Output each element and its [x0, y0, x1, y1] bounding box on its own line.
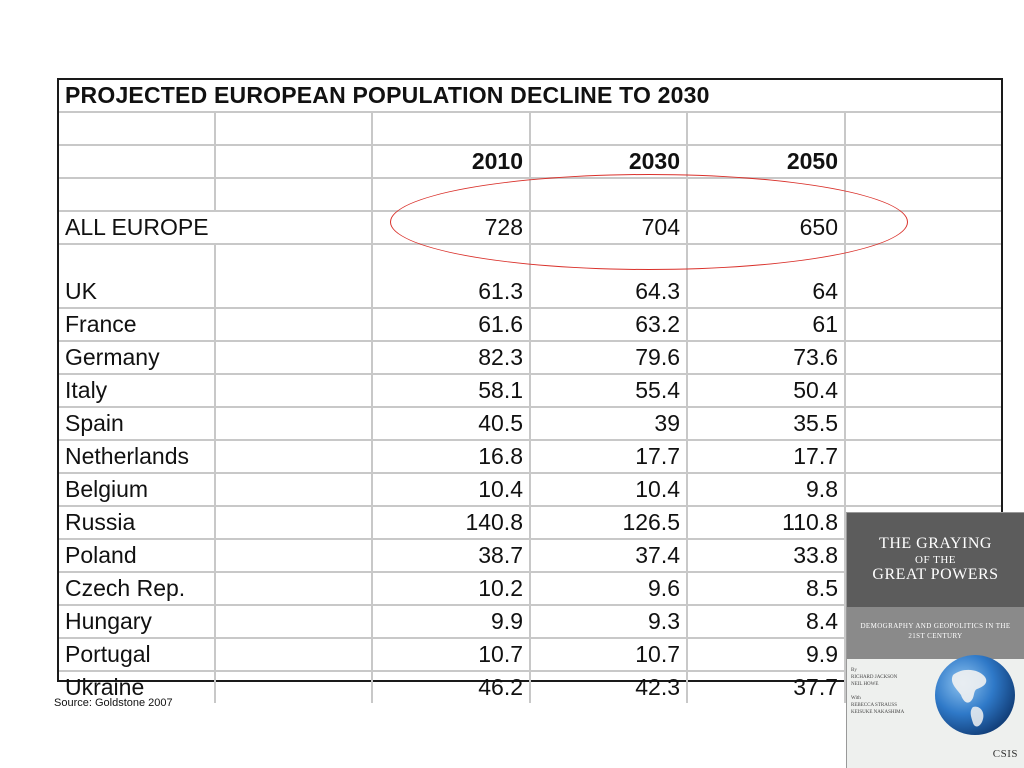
value-cell: 58.1	[371, 373, 531, 408]
value-cell: 42.3	[529, 670, 688, 703]
value-cell: 46.2	[371, 670, 531, 703]
spacer-row	[59, 111, 1002, 146]
value-cell: 61.6	[371, 307, 531, 342]
country-label: Czech Rep.	[59, 571, 216, 606]
book-footer: CSIS	[847, 744, 1024, 762]
value-cell: 79.6	[529, 340, 688, 375]
row-label: ALL EUROPE	[59, 210, 373, 245]
value-cell: 16.8	[371, 439, 531, 474]
value-cell: 17.7	[529, 439, 688, 474]
country-label: Hungary	[59, 604, 216, 639]
value-cell: 10.7	[371, 637, 531, 672]
country-row: Belgium 10.4 10.4 9.8	[59, 472, 1002, 507]
source-note: Source: Goldstone 2007	[54, 697, 173, 709]
value-cell: 82.3	[371, 340, 531, 375]
value-cell: 9.8	[686, 472, 846, 507]
value-cell: 9.3	[529, 604, 688, 639]
value-cell: 17.7	[686, 439, 846, 474]
book-subtitle: DEMOGRAPHY AND GEOPOLITICS IN THE 21ST C…	[860, 622, 1011, 640]
value-cell: 10.2	[371, 571, 531, 606]
value-cell: 8.4	[686, 604, 846, 639]
value-cell: 64	[686, 276, 846, 309]
table-title: PROJECTED EUROPEAN POPULATION DECLINE TO…	[59, 80, 1002, 113]
book-title-line: GREAT POWERS	[872, 566, 999, 583]
book-title-line: OF THE	[915, 554, 956, 566]
spacer-row	[59, 177, 1002, 212]
book-author-line: RICHARD JACKSON	[851, 675, 898, 680]
year-header: 2030	[529, 144, 688, 179]
value-cell: 9.6	[529, 571, 688, 606]
value-cell: 126.5	[529, 505, 688, 540]
book-publisher: CSIS	[992, 748, 1018, 760]
country-label: Ukraine	[59, 670, 216, 703]
value-cell: 10.4	[371, 472, 531, 507]
country-label: Germany	[59, 340, 216, 375]
book-title-block: THE GRAYING OF THE GREAT POWERS	[847, 513, 1024, 607]
value-cell: 73.6	[686, 340, 846, 375]
country-label: Netherlands	[59, 439, 216, 474]
population-table-grid: PROJECTED EUROPEAN POPULATION DECLINE TO…	[59, 80, 1002, 703]
book-authors: By RICHARD JACKSON NEIL HOWE With REBECCA S…	[851, 667, 931, 716]
title-row: PROJECTED EUROPEAN POPULATION DECLINE TO…	[59, 80, 1002, 113]
value-cell: 37.7	[686, 670, 846, 703]
value-cell: 8.5	[686, 571, 846, 606]
spacer-row	[59, 243, 1002, 276]
value-cell: 9.9	[686, 637, 846, 672]
country-row: UK 61.3 64.3 64	[59, 276, 1002, 309]
country-row: Italy 58.1 55.4 50.4	[59, 373, 1002, 408]
country-label: Spain	[59, 406, 216, 441]
country-label: Russia	[59, 505, 216, 540]
country-row: Germany 82.3 79.6 73.6	[59, 340, 1002, 375]
country-label: Poland	[59, 538, 216, 573]
country-label: Belgium	[59, 472, 216, 507]
country-row: Spain 40.5 39 35.5	[59, 406, 1002, 441]
globe-icon	[935, 655, 1015, 735]
value-cell: 55.4	[529, 373, 688, 408]
book-author-line: NEIL HOWE	[851, 682, 879, 687]
value-cell: 50.4	[686, 373, 846, 408]
country-label: UK	[59, 276, 216, 309]
value-cell: 37.4	[529, 538, 688, 573]
country-label: Portugal	[59, 637, 216, 672]
population-table: PROJECTED EUROPEAN POPULATION DECLINE TO…	[57, 78, 1003, 703]
book-cover-image: THE GRAYING OF THE GREAT POWERS DEMOGRAP…	[846, 512, 1024, 768]
value-cell: 33.8	[686, 538, 846, 573]
book-author-line: With	[851, 696, 861, 701]
value-cell: 35.5	[686, 406, 846, 441]
value-cell: 9.9	[371, 604, 531, 639]
value-cell: 140.8	[371, 505, 531, 540]
country-rows: UK 61.3 64.3 64 France 61.6 63.2 61 Germany 82.3 7…	[59, 276, 1002, 703]
value-cell: 728	[371, 210, 531, 245]
year-header: 2010	[371, 144, 531, 179]
book-author-line: REBECCA STRAUSS	[851, 703, 897, 708]
book-subtitle-band: DEMOGRAPHY AND GEOPOLITICS IN THE 21ST C…	[847, 607, 1024, 659]
all-europe-row: ALL EUROPE 728 704 650	[59, 210, 1002, 245]
country-row: Netherlands 16.8 17.7 17.7	[59, 439, 1002, 474]
book-author-line: KEISUKE NAKASHIMA	[851, 710, 905, 715]
value-cell: 63.2	[529, 307, 688, 342]
country-row: Russia 140.8 126.5 110.8	[59, 505, 1002, 540]
value-cell: 38.7	[371, 538, 531, 573]
country-row: France 61.6 63.2 61	[59, 307, 1002, 342]
value-cell: 110.8	[686, 505, 846, 540]
book-author-line	[851, 688, 931, 695]
country-label: Italy	[59, 373, 216, 408]
book-author-line: By	[851, 668, 857, 673]
year-header-row: 2010 2030 2050	[59, 144, 1002, 179]
value-cell: 10.4	[529, 472, 688, 507]
book-title-line: THE GRAYING	[879, 535, 992, 552]
value-cell: 40.5	[371, 406, 531, 441]
value-cell: 39	[529, 406, 688, 441]
country-label: France	[59, 307, 216, 342]
value-cell: 64.3	[529, 276, 688, 309]
year-header: 2050	[686, 144, 846, 179]
value-cell: 10.7	[529, 637, 688, 672]
value-cell: 61	[686, 307, 846, 342]
value-cell: 61.3	[371, 276, 531, 309]
value-cell: 704	[529, 210, 688, 245]
value-cell: 650	[686, 210, 846, 245]
